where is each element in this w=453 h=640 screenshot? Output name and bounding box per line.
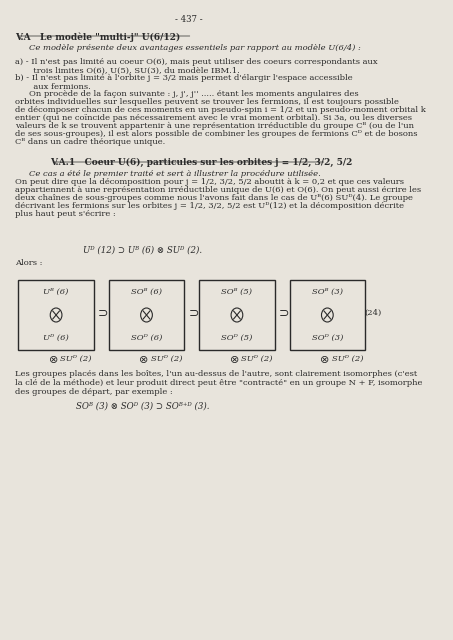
Text: - 437 -: - 437 - [175, 15, 203, 24]
Text: b) - Il n'est pas limité à l'orbite j = 3/2 mais permet d'élargir l'espace acces: b) - Il n'est pas limité à l'orbite j = … [15, 74, 353, 92]
Text: orbites individuelles sur lesquelles peuvent se trouver les fermions, il est tou: orbites individuelles sur lesquelles peu… [15, 98, 399, 106]
Text: Les groupes placés dans les boîtes, l'un au-dessus de l'autre, sont clairement i: Les groupes placés dans les boîtes, l'un… [15, 370, 417, 378]
Text: SOᴮ (6): SOᴮ (6) [131, 288, 162, 296]
Text: Alors :: Alors : [15, 259, 43, 267]
Text: ⊃: ⊃ [98, 307, 108, 319]
Text: V.A.1   Coeur U(6), particules sur les orbites j = 1/2, 3/2, 5/2: V.A.1 Coeur U(6), particules sur les orb… [50, 158, 352, 167]
Text: de décomposer chacun de ces moments en un pseudo-spin i = 1/2 et un pseudo-momen: de décomposer chacun de ces moments en u… [15, 106, 426, 114]
Text: de ses sous-groupes), il est alors possible de combiner les groupes de fermions : de ses sous-groupes), il est alors possi… [15, 130, 418, 138]
Text: deux chaînes de sous-groupes comme nous l'avons fait dans le cas de Uᴮ(6) SUᴰ(4): deux chaînes de sous-groupes comme nous … [15, 194, 413, 202]
Text: plus haut peut s'écrire :: plus haut peut s'écrire : [15, 210, 116, 218]
Text: ⊗: ⊗ [49, 355, 58, 365]
Text: On procède de la façon suivante : j, j', j'' ..... étant les moments angulaires : On procède de la façon suivante : j, j',… [29, 90, 359, 98]
Text: (24): (24) [364, 309, 381, 317]
Text: appartiennent à une représentation irréductible unique de U(6) et O(6). On peut : appartiennent à une représentation irréd… [15, 186, 421, 194]
Text: entier (qui ne coïncide pas nécessairement avec le vrai moment orbital). Si 3a, : entier (qui ne coïncide pas nécessaireme… [15, 114, 412, 122]
Text: Uᴮ (6): Uᴮ (6) [43, 288, 69, 296]
Text: Uᴰ (12) ⊃ Uᴮ (6) ⊗ SUᴰ (2).: Uᴰ (12) ⊃ Uᴮ (6) ⊗ SUᴰ (2). [83, 246, 202, 255]
Text: SOᴮ (3): SOᴮ (3) [312, 288, 343, 296]
Text: valeurs de k se trouvent appartenir à une représentation irréductible du groupe : valeurs de k se trouvent appartenir à un… [15, 122, 414, 130]
Text: ⊗: ⊗ [320, 355, 329, 365]
Text: SOᴰ (3): SOᴰ (3) [312, 334, 343, 342]
Text: SUᴰ (2): SUᴰ (2) [332, 355, 363, 363]
Text: des groupes de départ, par exemple :: des groupes de départ, par exemple : [15, 388, 173, 396]
Text: SOᴮ (5): SOᴮ (5) [222, 288, 252, 296]
Text: ⊃: ⊃ [279, 307, 289, 319]
Text: V.A   Le modèle "multi-j" U(6/12): V.A Le modèle "multi-j" U(6/12) [15, 32, 180, 42]
Text: ⊗: ⊗ [140, 355, 149, 365]
Text: la clé de la méthode) et leur produit direct peut être "contracté" en un groupe : la clé de la méthode) et leur produit di… [15, 379, 423, 387]
Text: Ce cas a été le premier traité et sert à illustrer la procédure utilisée.: Ce cas a été le premier traité et sert à… [29, 170, 321, 178]
Text: Cᴮ dans un cadre théorique unique.: Cᴮ dans un cadre théorique unique. [15, 138, 165, 146]
Text: SUᴰ (2): SUᴰ (2) [151, 355, 182, 363]
Text: SUᴰ (2): SUᴰ (2) [241, 355, 273, 363]
Text: SUᴰ (2): SUᴰ (2) [60, 355, 92, 363]
Text: Ce modèle présente deux avantages essentiels par rapport au modèle U(6/4) :: Ce modèle présente deux avantages essent… [29, 44, 361, 52]
Text: SOᴰ (6): SOᴰ (6) [131, 334, 162, 342]
Text: SOᴮ (3) ⊗ SOᴰ (3) ⊃ SOᴮ⁺ᴰ (3).: SOᴮ (3) ⊗ SOᴰ (3) ⊃ SOᴮ⁺ᴰ (3). [76, 402, 209, 411]
Text: Uᴰ (6): Uᴰ (6) [43, 334, 69, 342]
Text: ⊃: ⊃ [188, 307, 199, 319]
Text: On peut dire que la décomposition pour j = 1/2, 3/2, 5/2 aboutit à k = 0,2 et qu: On peut dire que la décomposition pour j… [15, 178, 404, 186]
Text: a) - Il n'est pas limité au coeur O(6), mais peut utiliser des coeurs correspond: a) - Il n'est pas limité au coeur O(6), … [15, 58, 378, 76]
Text: ⊗: ⊗ [230, 355, 239, 365]
Text: SOᴰ (5): SOᴰ (5) [221, 334, 253, 342]
Text: décrivant les fermions sur les orbites j = 1/2, 3/2, 5/2 est Uᴰ(12) et la décomp: décrivant les fermions sur les orbites j… [15, 202, 404, 210]
